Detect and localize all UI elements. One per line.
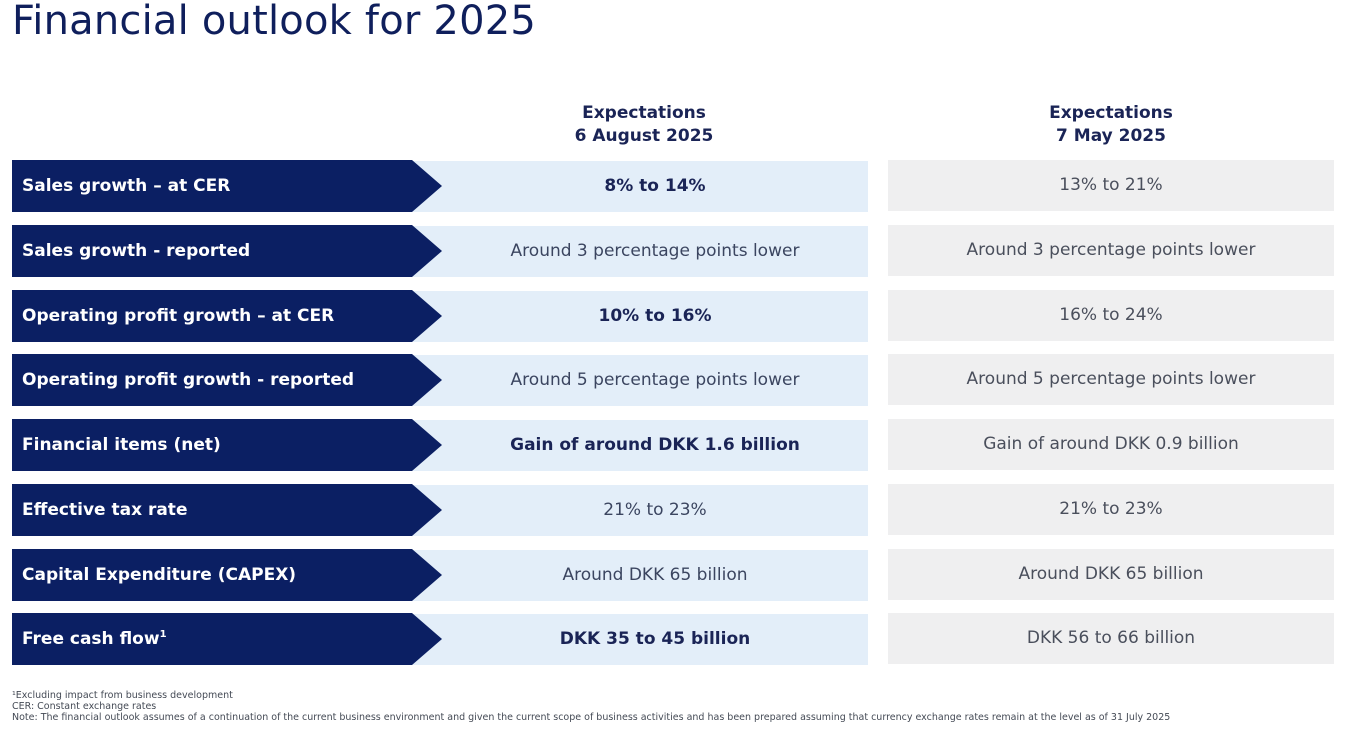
footnote-marker: 1: [159, 629, 167, 640]
current-expectation-value: Around 3 percentage points lower: [510, 241, 800, 261]
current-expectation-cell: DKK 35 to 45 billion: [412, 614, 868, 665]
current-expectation-value: 10% to 16%: [598, 306, 712, 326]
previous-expectation-value: Around DKK 65 billion: [1018, 564, 1204, 584]
current-expectation-cell: Around 5 percentage points lower: [412, 355, 868, 406]
column-header-line2: 6 August 2025: [574, 126, 714, 146]
table-row-sales-growth-cer: Sales growth – at CER 8% to 14% 13% to 2…: [12, 160, 1334, 212]
previous-expectation-cell: 13% to 21%: [888, 160, 1334, 211]
row-label: Effective tax rate: [22, 500, 188, 520]
row-label-arrow: Sales growth – at CER: [12, 160, 442, 212]
previous-expectation-cell: DKK 56 to 66 billion: [888, 613, 1334, 664]
row-label: Operating profit growth - reported: [22, 370, 355, 390]
row-label-arrow: Operating profit growth - reported: [12, 354, 442, 406]
row-label-arrow: Sales growth - reported: [12, 225, 442, 277]
previous-expectation-value: 13% to 21%: [1059, 175, 1163, 195]
footnotes: ¹Excluding impact from business developm…: [12, 690, 1170, 723]
table-row-operating-profit-reported: Operating profit growth - reported Aroun…: [12, 354, 1334, 406]
footnote-note: Note: The financial outlook assumes of a…: [12, 712, 1171, 723]
previous-expectation-cell: 21% to 23%: [888, 484, 1334, 535]
current-expectation-cell: Around 3 percentage points lower: [412, 226, 868, 277]
current-expectation-value: 8% to 14%: [604, 176, 706, 196]
row-label: Sales growth - reported: [22, 241, 251, 261]
table-row-financial-items: Financial items (net) Gain of around DKK…: [12, 419, 1334, 471]
current-expectation-cell: Gain of around DKK 1.6 billion: [412, 420, 868, 471]
table-row-effective-tax-rate: Effective tax rate 21% to 23% 21% to 23%: [12, 484, 1334, 536]
column-header-line1: Expectations: [1049, 103, 1173, 123]
current-expectation-cell: Around DKK 65 billion: [412, 550, 868, 601]
previous-expectation-value: Around 5 percentage points lower: [966, 369, 1256, 389]
slide-title: Financial outlook for 2025: [12, 0, 537, 44]
row-label-arrow: Financial items (net): [12, 419, 442, 471]
previous-expectation-cell: Around 5 percentage points lower: [888, 354, 1334, 405]
current-expectation-cell: 8% to 14%: [412, 161, 868, 212]
row-label-arrow: Operating profit growth – at CER: [12, 290, 442, 342]
row-label: Sales growth – at CER: [22, 176, 231, 196]
current-expectation-value: Around DKK 65 billion: [562, 565, 748, 585]
footnote-cer-definition: CER: Constant exchange rates: [12, 701, 157, 712]
previous-expectation-value: 16% to 24%: [1059, 305, 1163, 325]
row-label: Capital Expenditure (CAPEX): [22, 565, 297, 585]
table-row-free-cash-flow: Free cash flow1 DKK 35 to 45 billion DKK…: [12, 613, 1334, 665]
previous-expectation-value: Gain of around DKK 0.9 billion: [983, 434, 1239, 454]
current-expectation-value: DKK 35 to 45 billion: [559, 629, 751, 649]
row-label: Financial items (net): [22, 435, 221, 455]
row-label-arrow: Effective tax rate: [12, 484, 442, 536]
previous-expectation-cell: 16% to 24%: [888, 290, 1334, 341]
previous-expectation-cell: Gain of around DKK 0.9 billion: [888, 419, 1334, 470]
previous-expectation-value: Around 3 percentage points lower: [966, 240, 1256, 260]
table-row-capex: Capital Expenditure (CAPEX) Around DKK 6…: [12, 549, 1334, 601]
previous-expectation-value: DKK 56 to 66 billion: [1026, 628, 1196, 648]
footnote-business-development: ¹Excluding impact from business developm…: [12, 690, 233, 701]
column-header-7-may-2025: Expectations 7 May 2025: [888, 102, 1334, 148]
current-expectation-value: Around 5 percentage points lower: [510, 370, 800, 390]
row-label-text: Free cash flow: [22, 629, 160, 649]
table-row-operating-profit-cer: Operating profit growth – at CER 10% to …: [12, 290, 1334, 342]
current-expectation-value: Gain of around DKK 1.6 billion: [510, 435, 800, 455]
previous-expectation-cell: Around 3 percentage points lower: [888, 225, 1334, 276]
row-label: Free cash flow1: [22, 613, 167, 665]
row-label-arrow: Capital Expenditure (CAPEX): [12, 549, 442, 601]
previous-expectation-cell: Around DKK 65 billion: [888, 549, 1334, 600]
row-label-arrow: Free cash flow1: [12, 613, 442, 665]
current-expectation-value: 21% to 23%: [603, 500, 707, 520]
table-row-sales-growth-reported: Sales growth - reported Around 3 percent…: [12, 225, 1334, 277]
column-header-line1: Expectations: [582, 103, 706, 123]
column-header-line2: 7 May 2025: [1056, 126, 1166, 146]
previous-expectation-value: 21% to 23%: [1059, 499, 1163, 519]
row-label: Operating profit growth – at CER: [22, 306, 335, 326]
current-expectation-cell: 21% to 23%: [412, 485, 868, 536]
current-expectation-cell: 10% to 16%: [412, 291, 868, 342]
column-header-6-august-2025: Expectations 6 August 2025: [420, 102, 868, 148]
